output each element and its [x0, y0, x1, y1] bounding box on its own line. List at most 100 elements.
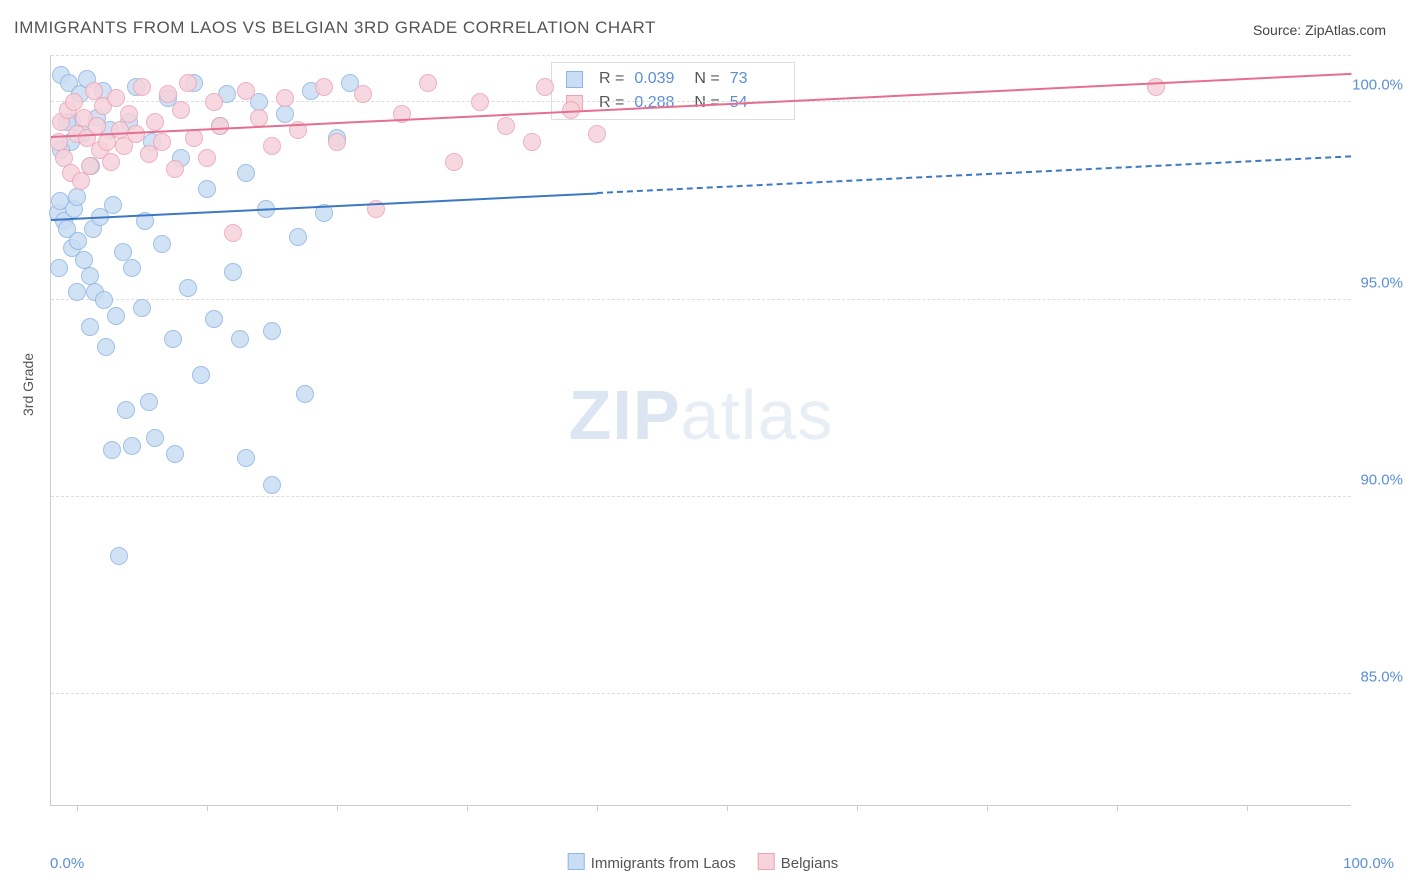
legend-label: Immigrants from Laos — [591, 855, 736, 872]
data-point — [354, 85, 372, 103]
x-tick — [727, 805, 728, 811]
data-point — [68, 283, 86, 301]
data-point — [198, 149, 216, 167]
data-point — [103, 441, 121, 459]
y-tick-label: 90.0% — [1360, 472, 1403, 489]
data-point — [146, 429, 164, 447]
x-tick — [337, 805, 338, 811]
gridline — [51, 693, 1351, 694]
data-point — [140, 393, 158, 411]
data-point — [123, 437, 141, 455]
gridline — [51, 101, 1351, 102]
data-point — [588, 125, 606, 143]
stat-n-value: 73 — [730, 70, 780, 88]
data-point — [179, 74, 197, 92]
data-point — [95, 291, 113, 309]
data-point — [153, 133, 171, 151]
stat-n-label: N = — [694, 70, 719, 88]
watermark: ZIPatlas — [569, 375, 834, 455]
data-point — [198, 180, 216, 198]
data-point — [328, 133, 346, 151]
data-point — [110, 547, 128, 565]
source-label: Source: ZipAtlas.com — [1253, 22, 1386, 38]
gridline — [51, 299, 1351, 300]
x-tick — [467, 805, 468, 811]
watermark-light: atlas — [681, 376, 834, 454]
x-axis-min-label: 0.0% — [50, 855, 84, 872]
data-point — [117, 401, 135, 419]
x-tick — [1247, 805, 1248, 811]
data-point — [159, 85, 177, 103]
gridline — [51, 496, 1351, 497]
data-point — [497, 117, 515, 135]
data-point — [237, 82, 255, 100]
x-tick — [987, 805, 988, 811]
data-point — [276, 105, 294, 123]
x-tick — [597, 805, 598, 811]
stat-r-value: 0.288 — [634, 94, 684, 112]
legend-swatch — [758, 853, 775, 870]
data-point — [224, 263, 242, 281]
data-point — [81, 157, 99, 175]
y-tick-label: 100.0% — [1352, 77, 1403, 94]
data-point — [164, 330, 182, 348]
x-tick — [1117, 805, 1118, 811]
data-point — [88, 117, 106, 135]
data-point — [166, 160, 184, 178]
data-point — [523, 133, 541, 151]
x-tick — [77, 805, 78, 811]
stat-r-label: R = — [599, 70, 624, 88]
data-point — [263, 137, 281, 155]
data-point — [120, 105, 138, 123]
data-point — [97, 338, 115, 356]
data-point — [133, 78, 151, 96]
data-point — [237, 164, 255, 182]
data-point — [179, 279, 197, 297]
data-point — [68, 188, 86, 206]
data-point — [296, 385, 314, 403]
data-point — [315, 78, 333, 96]
data-point — [133, 299, 151, 317]
y-tick-label: 85.0% — [1360, 669, 1403, 686]
data-point — [250, 109, 268, 127]
chart-title: IMMIGRANTS FROM LAOS VS BELGIAN 3RD GRAD… — [14, 18, 656, 38]
watermark-bold: ZIP — [569, 376, 681, 454]
x-tick — [207, 805, 208, 811]
data-point — [146, 113, 164, 131]
data-point — [102, 153, 120, 171]
legend-item: Belgians — [758, 853, 839, 872]
data-point — [1147, 78, 1165, 96]
data-point — [185, 129, 203, 147]
data-point — [231, 330, 249, 348]
stat-r-value: 0.039 — [634, 70, 684, 88]
data-point — [72, 172, 90, 190]
data-point — [81, 318, 99, 336]
data-point — [192, 366, 210, 384]
legend-swatch — [568, 853, 585, 870]
data-point — [237, 449, 255, 467]
legend-item: Immigrants from Laos — [568, 853, 736, 872]
data-point — [211, 117, 229, 135]
data-point — [123, 259, 141, 277]
stats-row: R = 0.039 N = 73 — [552, 67, 794, 91]
y-axis-title: 3rd Grade — [20, 353, 36, 416]
x-tick — [857, 805, 858, 811]
data-point — [104, 196, 122, 214]
data-point — [107, 89, 125, 107]
data-point — [50, 259, 68, 277]
gridline — [51, 55, 1351, 56]
scatter-plot: ZIPatlas R = 0.039N = 73R = 0.288N = 54 … — [50, 55, 1351, 806]
data-point — [419, 74, 437, 92]
legend-bottom: Immigrants from Laos Belgians — [568, 853, 839, 872]
data-point — [166, 445, 184, 463]
data-point — [276, 89, 294, 107]
x-axis-max-label: 100.0% — [1343, 855, 1394, 872]
data-point — [263, 322, 281, 340]
y-tick-label: 95.0% — [1360, 274, 1403, 291]
data-point — [172, 101, 190, 119]
data-point — [153, 235, 171, 253]
data-point — [445, 153, 463, 171]
data-point — [107, 307, 125, 325]
data-point — [224, 224, 242, 242]
data-point — [471, 93, 489, 111]
